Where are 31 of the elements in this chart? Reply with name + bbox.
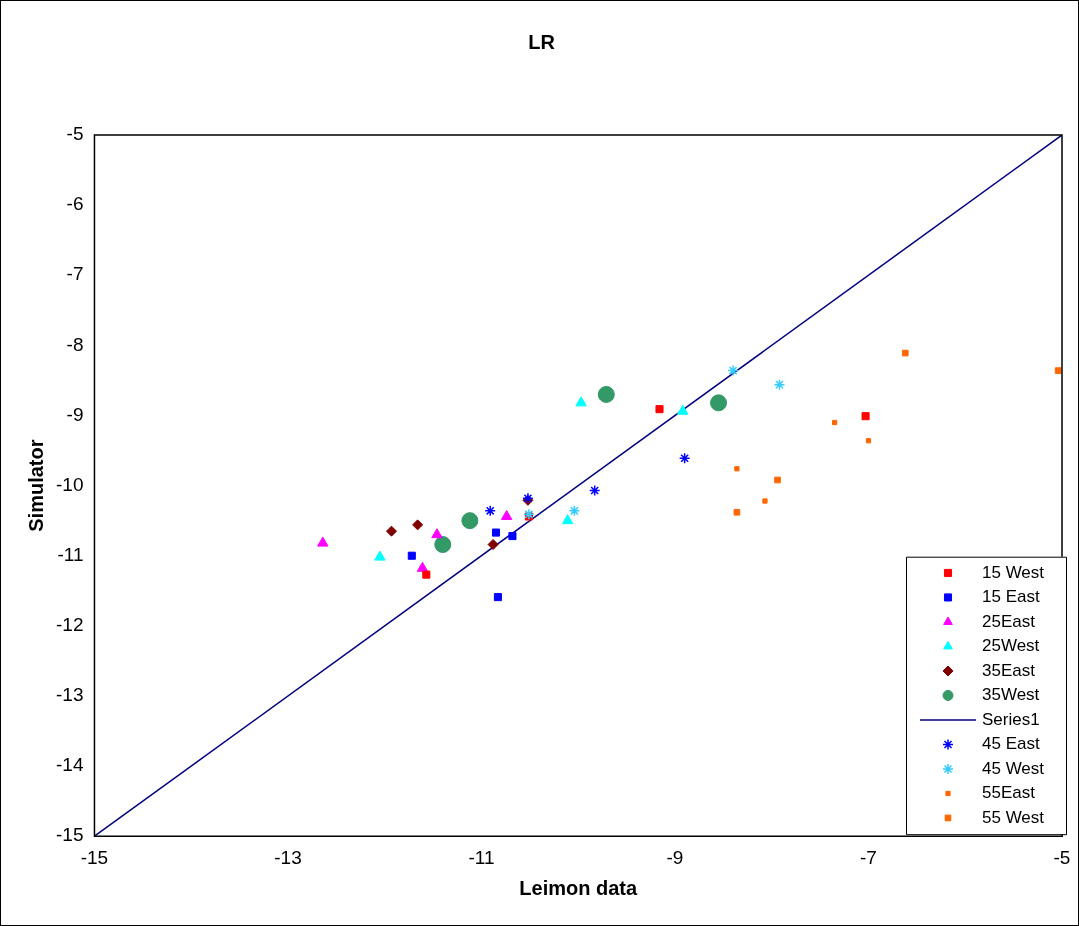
- chart-title: LR: [528, 30, 556, 53]
- x-tick-label: -9: [666, 846, 684, 868]
- y-tick-label: -7: [66, 263, 84, 285]
- y-tick-label: -14: [55, 754, 84, 776]
- legend-label: 15 West: [982, 562, 1045, 582]
- legend-label: 45 West: [982, 758, 1045, 778]
- legend-label: 55East: [982, 783, 1036, 803]
- x-tick-label: -11: [468, 846, 495, 868]
- y-tick-label: -13: [55, 684, 84, 706]
- legend-label: 25East: [982, 611, 1036, 631]
- x-tick-label: -13: [274, 846, 302, 868]
- y-tick-label: -5: [66, 123, 84, 145]
- x-tick-label: -5: [1053, 846, 1071, 868]
- y-tick-label: -6: [66, 193, 84, 215]
- x-tick-label: -15: [80, 846, 109, 868]
- x-tick-label: -7: [860, 846, 877, 868]
- y-tick-label: -12: [55, 614, 84, 636]
- x-axis-title: Leimon data: [519, 876, 638, 899]
- legend-label: 45 East: [982, 734, 1040, 754]
- y-tick-label: -9: [66, 403, 84, 425]
- legend-label: Series1: [982, 709, 1040, 729]
- y-axis-title: Simulator: [24, 439, 47, 532]
- y-tick-label: -11: [57, 543, 84, 565]
- legend-label: 55 West: [982, 807, 1045, 827]
- y-tick-label: -15: [55, 824, 84, 846]
- y-tick-label: -8: [66, 333, 84, 355]
- legend-label: 25West: [982, 636, 1040, 656]
- legend-label: 35West: [982, 685, 1040, 705]
- legend-label: 15 East: [982, 587, 1040, 607]
- legend-label: 35East: [982, 660, 1036, 680]
- y-tick-label: -10: [55, 473, 84, 495]
